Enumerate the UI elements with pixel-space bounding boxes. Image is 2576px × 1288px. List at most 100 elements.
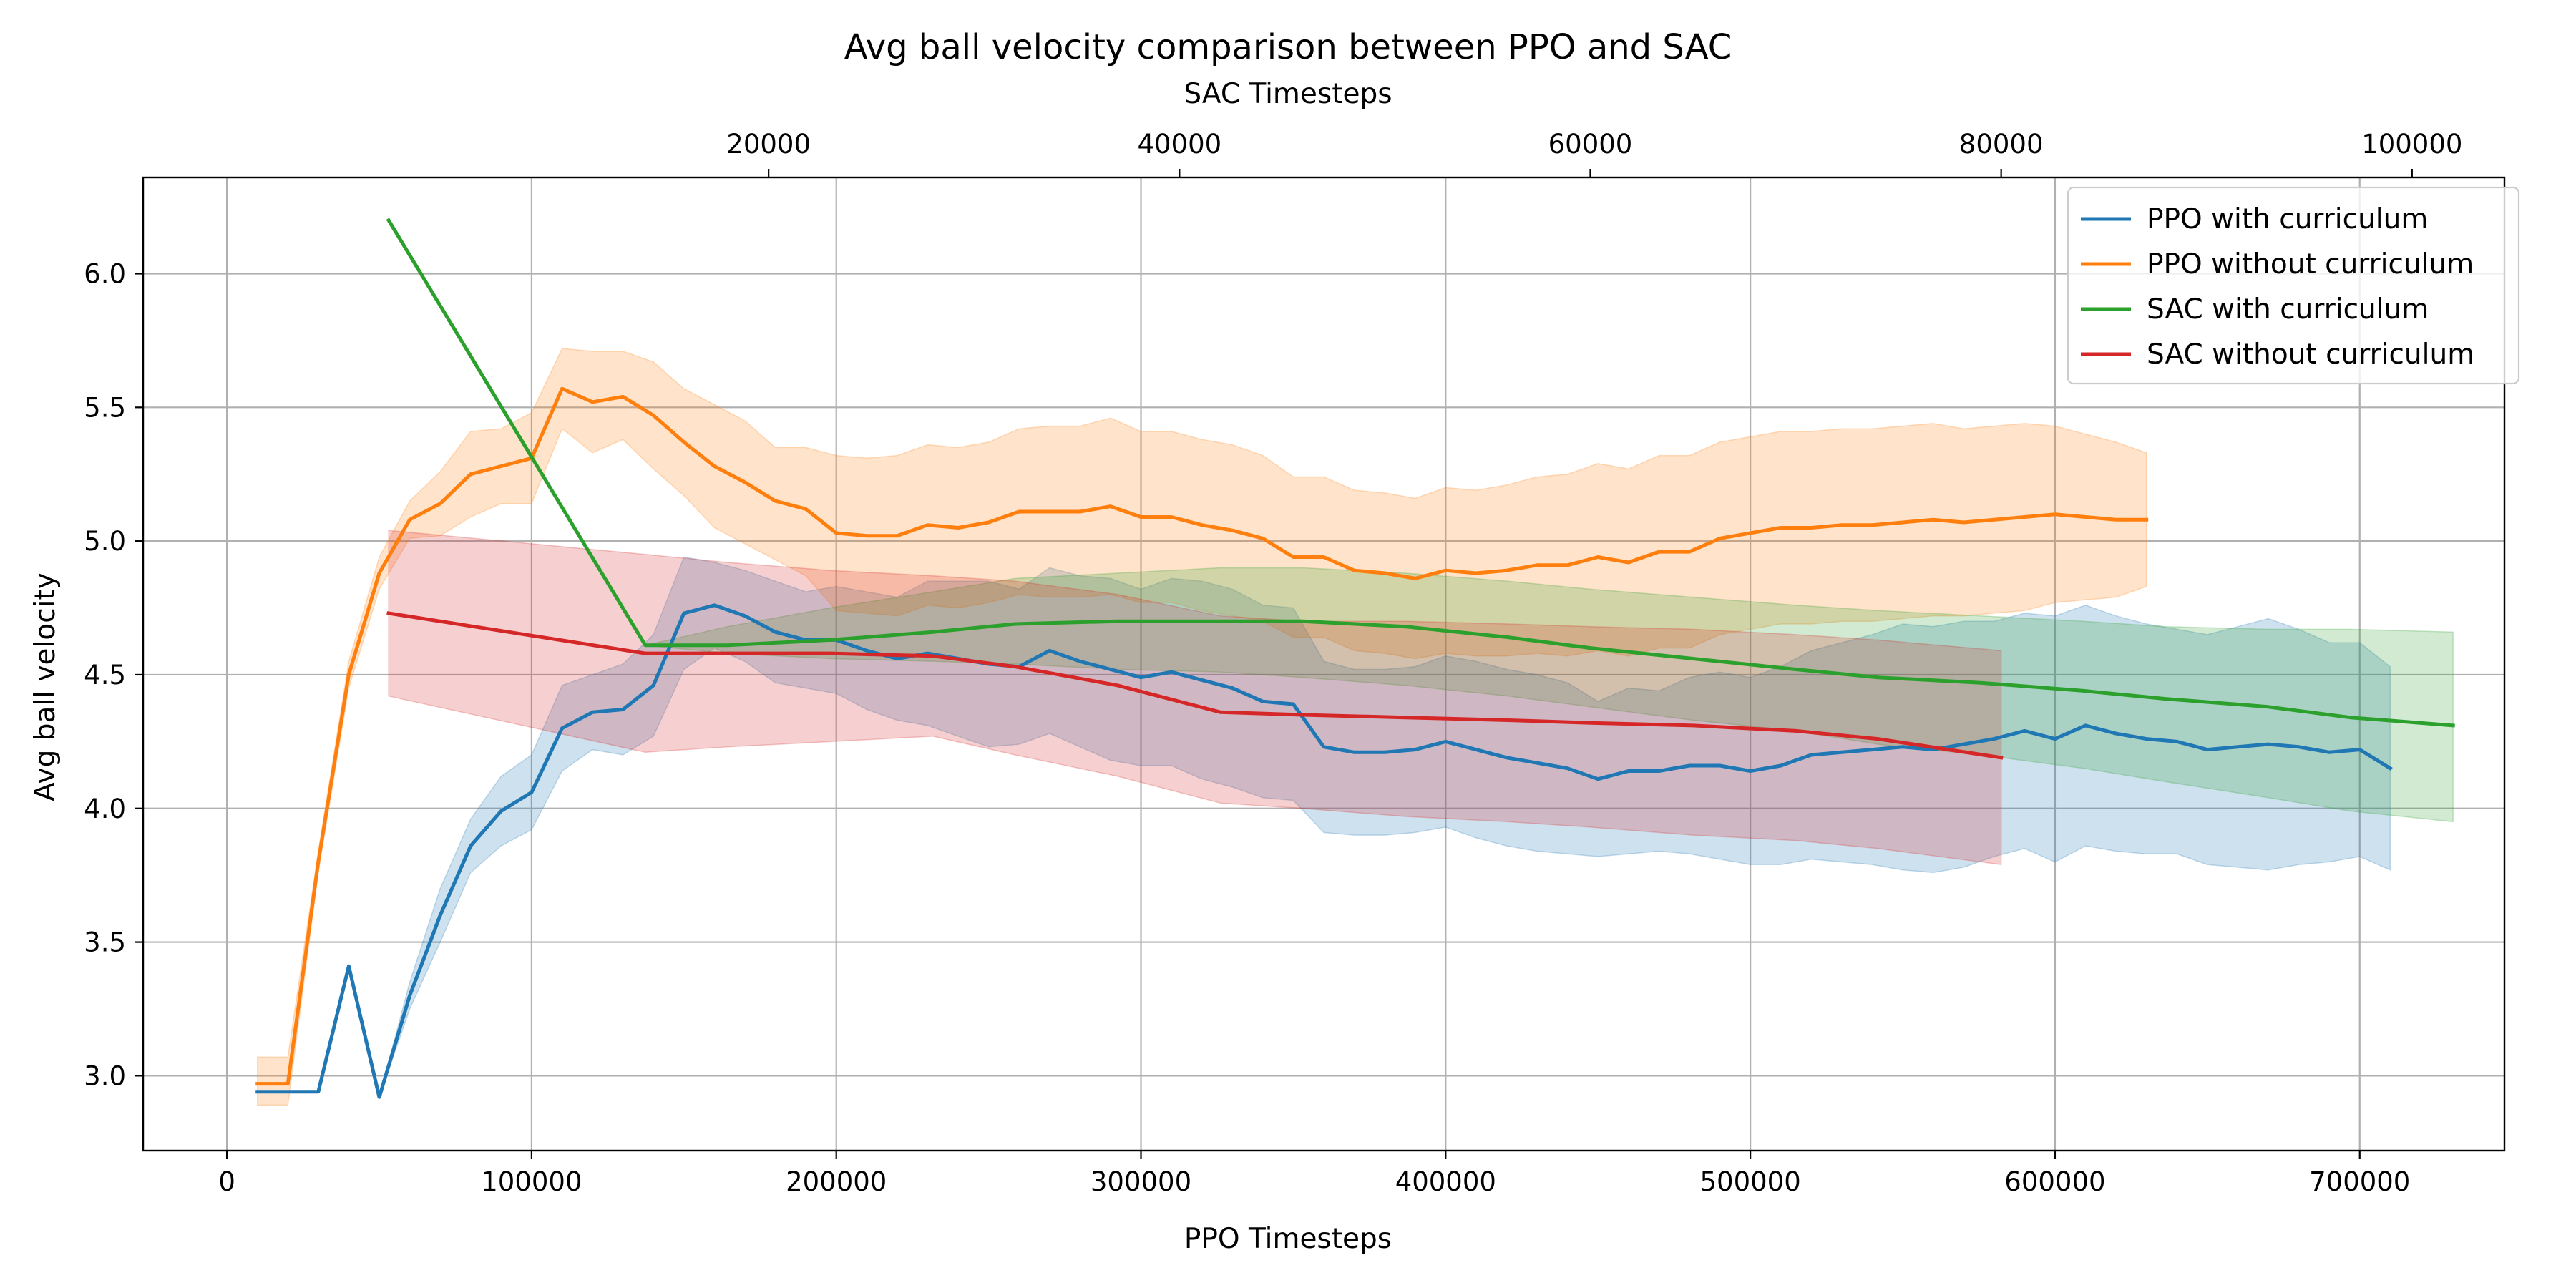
ppo-with-curriculum-point — [1109, 668, 1112, 671]
ppo-without-curriculum-point — [2084, 516, 2087, 519]
ppo-without-curriculum-point — [1749, 532, 1752, 535]
ppo-without-curriculum-point — [1170, 516, 1173, 519]
ppo-without-curriculum-point — [1383, 572, 1386, 575]
sac-with-curriculum-point — [932, 630, 935, 633]
y-tick-label: 3.0 — [84, 1060, 126, 1091]
ppo-with-curriculum-point — [1566, 767, 1569, 770]
ppo-with-curriculum-point — [1292, 703, 1294, 706]
ppo-without-curriculum-point — [409, 518, 411, 521]
ppo-with-curriculum-point — [683, 612, 686, 615]
ppo-with-curriculum-point — [1688, 764, 1691, 767]
sac-with-curriculum-point — [1876, 676, 1879, 679]
sac-with-curriculum-point — [644, 644, 647, 647]
y-tick-label: 5.0 — [84, 526, 126, 557]
x-tick-label: 700000 — [2309, 1166, 2410, 1197]
ppo-without-curriculum-point — [1414, 577, 1417, 580]
ppo-with-curriculum-point — [713, 604, 716, 607]
sac-without-curriculum-point — [726, 652, 729, 655]
ppo-with-curriculum-point — [2175, 740, 2178, 743]
ppo-with-curriculum-point — [652, 684, 655, 687]
ppo-without-curriculum-point — [2114, 518, 2117, 521]
ppo-with-curriculum-point — [743, 615, 746, 618]
ppo-without-curriculum-point — [591, 401, 594, 404]
x-tick-label: 400000 — [1395, 1166, 1496, 1197]
sac-with-curriculum-point — [1404, 625, 1407, 628]
ppo-with-curriculum-point — [2358, 748, 2361, 751]
ppo-without-curriculum-point — [957, 527, 960, 530]
series-lines — [255, 218, 2455, 1099]
ppo-with-curriculum-point — [347, 965, 350, 967]
ppo-without-curriculum-point — [1566, 564, 1569, 567]
ppo-with-curriculum-point — [286, 1091, 289, 1093]
ppo-with-curriculum-point — [2206, 748, 2209, 751]
ppo-without-curriculum-point — [987, 521, 990, 524]
ppo-with-curriculum-point — [2084, 724, 2087, 727]
ppo-with-curriculum-point — [2267, 743, 2270, 746]
ppo-without-curriculum-point — [1140, 516, 1143, 519]
x-tick-label: 0 — [218, 1166, 235, 1197]
ppo-with-curriculum-point — [1383, 751, 1386, 753]
ppo-with-curriculum-point — [622, 708, 625, 711]
top-x-tick-label: 100000 — [2361, 129, 2462, 160]
ppo-without-curriculum-point — [1932, 518, 1935, 521]
sac-with-curriculum-point — [2267, 706, 2270, 708]
x-tick-label: 100000 — [481, 1166, 582, 1197]
ppo-without-curriculum-point — [286, 1083, 289, 1085]
ppo-without-curriculum-point — [347, 673, 350, 676]
top-x-tick-label: 80000 — [1959, 129, 2044, 160]
ppo-with-curriculum-point — [774, 630, 777, 633]
axis-ticks: 0 100000 200000 300000 400000 500000 600000 700… — [84, 129, 2462, 1197]
ppo-with-curriculum-point — [561, 727, 564, 730]
sac-without-curriculum-point — [1404, 716, 1407, 719]
ppo-with-curriculum-point — [865, 649, 868, 652]
y-tick-label: 3.5 — [84, 927, 126, 958]
ppo-without-curriculum-point — [652, 414, 655, 417]
ppo-with-curriculum-point — [2236, 746, 2239, 748]
ppo-without-curriculum-point — [1627, 561, 1630, 564]
sac-without-curriculum-point — [2000, 756, 2003, 759]
sac-with-curriculum-legend-label: SAC with curriculum — [2147, 293, 2429, 326]
sac-without-curriculum-legend-label: SAC without curriculum — [2147, 338, 2474, 371]
ppo-with-curriculum-point — [1810, 753, 1813, 756]
ppo-with-curriculum-point — [256, 1091, 259, 1093]
ppo-without-curriculum-point — [1901, 521, 1904, 524]
ppo-without-curriculum-point — [2145, 518, 2148, 521]
ppo-with-curriculum-point — [1840, 751, 1843, 753]
ppo-with-curriculum-point — [1506, 756, 1508, 759]
ppo-without-curriculum-point — [1871, 524, 1874, 527]
sac-without-curriculum-point — [1014, 665, 1017, 668]
ppo-with-curriculum-point — [1596, 778, 1599, 781]
ppo-with-curriculum-point — [1170, 670, 1173, 673]
ppo-without-curriculum-point — [1444, 569, 1447, 572]
ppo-without-curriculum-point — [439, 502, 441, 505]
sac-without-curriculum-point — [1876, 738, 1879, 741]
ppo-with-curriculum-point — [1262, 700, 1264, 703]
ppo-without-curriculum-point — [2054, 513, 2057, 516]
top-x-tick-label: 60000 — [1548, 129, 1633, 160]
ppo-without-curriculum-point — [927, 524, 930, 527]
ppo-with-curriculum-point — [2023, 729, 2026, 732]
sac-with-curriculum-point — [2349, 716, 2352, 719]
ppo-without-curriculum-point — [1810, 527, 1813, 530]
sac-with-curriculum-point — [387, 219, 390, 222]
ppo-without-curriculum-point — [1780, 527, 1782, 530]
sac-without-curriculum-point — [932, 655, 935, 658]
ppo-without-curriculum-point — [378, 572, 381, 575]
x-tick-label: 600000 — [2004, 1166, 2105, 1197]
sac-without-curriculum-point — [644, 652, 647, 655]
ppo-with-curriculum-point — [591, 711, 594, 713]
sac-without-curriculum-point — [387, 612, 390, 615]
ppo-with-curriculum-point — [1627, 770, 1630, 773]
top-x-axis-label: SAC Timesteps — [1184, 78, 1392, 110]
plot-frame — [142, 176, 2506, 1152]
sac-with-curriculum-point — [1795, 668, 1797, 671]
ppo-without-curriculum-point — [1506, 569, 1508, 572]
ppo-without-curriculum-point — [1596, 556, 1599, 559]
sac-with-curriculum-point — [829, 638, 831, 641]
ppo-with-curriculum-point — [1962, 743, 1965, 746]
y-axis-label: Avg ball velocity — [29, 572, 62, 801]
ppo-with-curriculum-point — [1353, 751, 1356, 753]
ppo-without-curriculum-point — [622, 395, 625, 398]
y-tick-label: 6.0 — [84, 259, 126, 290]
ppo-without-curriculum-point — [896, 535, 899, 537]
